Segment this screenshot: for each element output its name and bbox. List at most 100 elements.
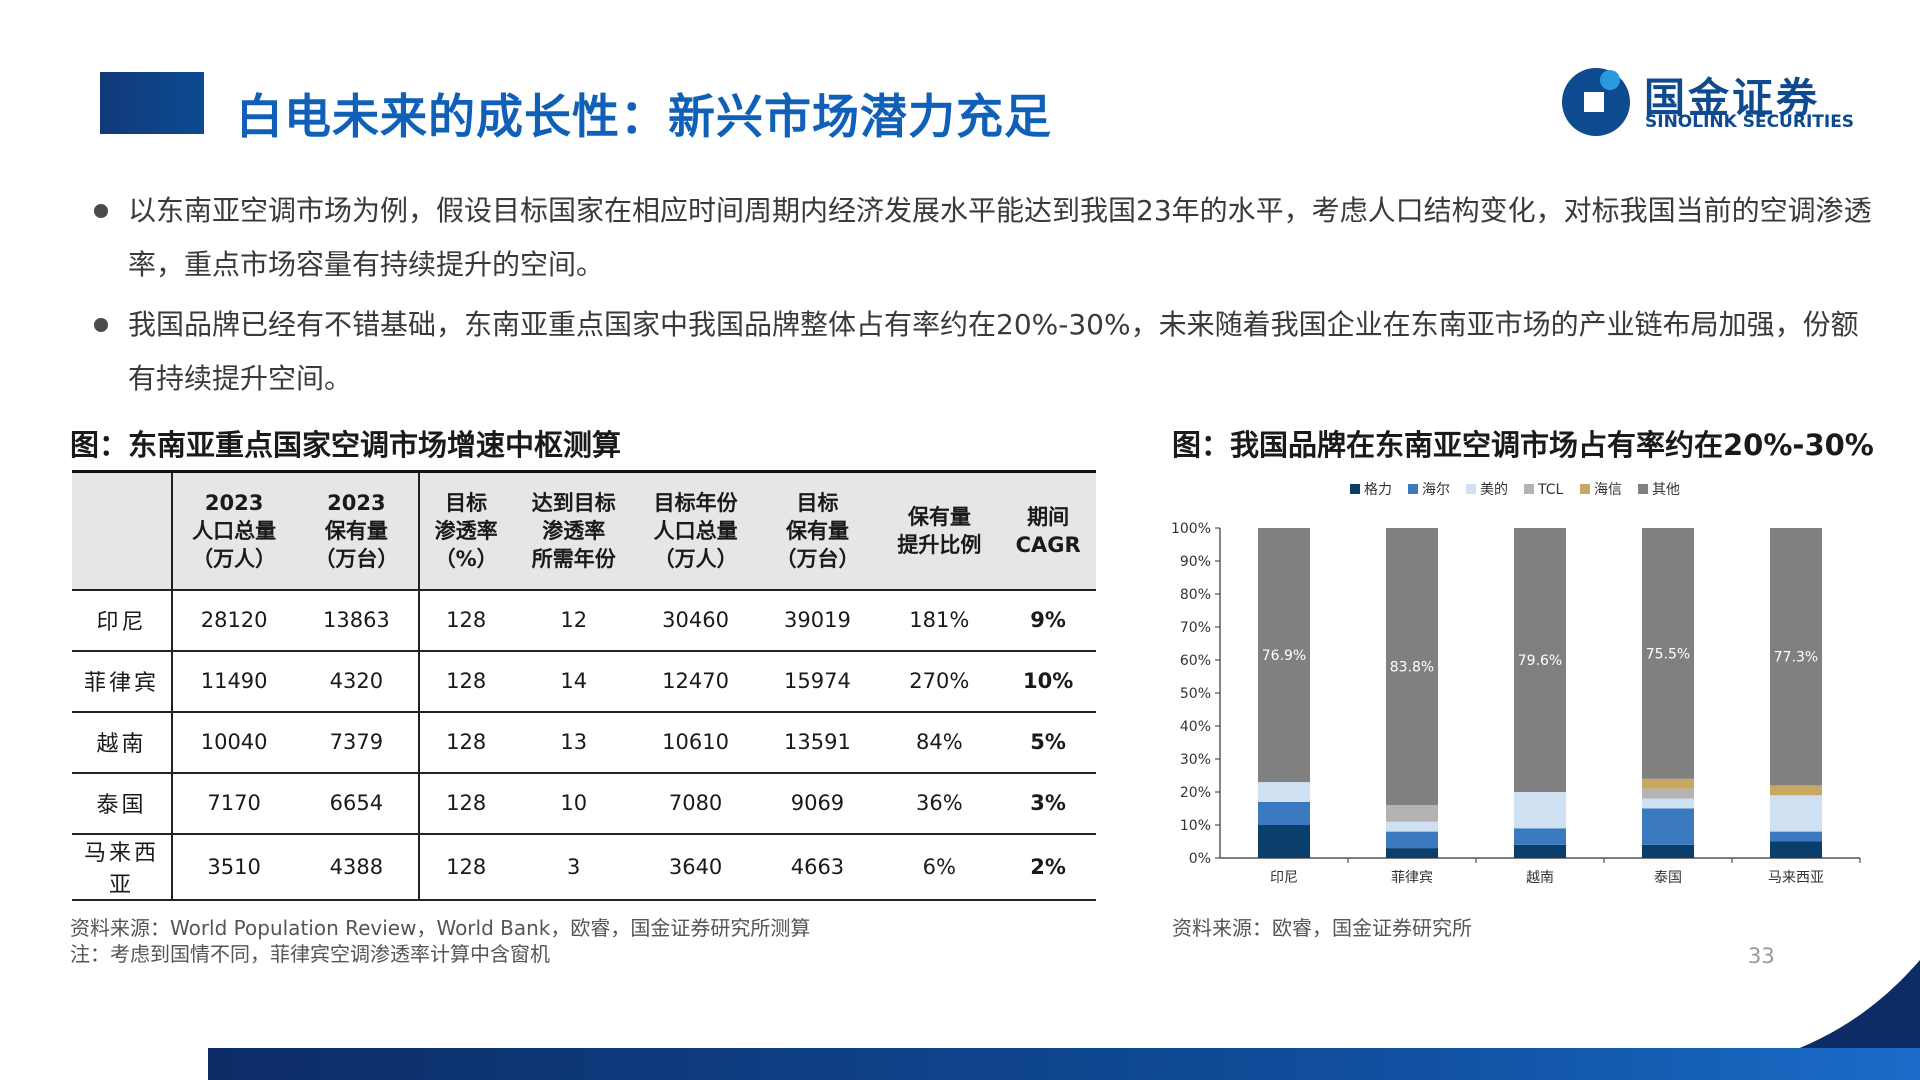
table-row: 印尼 28120 13863 128 12 30460 39019 181% 9% — [72, 589, 1096, 652]
table-header-line: 所需年份 — [531, 546, 616, 571]
table-header-line: （万台） — [775, 546, 860, 571]
table-header-line: （%） — [434, 546, 498, 571]
company-logo: 国金证券 SINOLINK SECURITIES — [1558, 62, 1878, 142]
x-tick-label: 泰国 — [1654, 870, 1682, 886]
table-cell: 12 — [512, 589, 635, 652]
bar-segment-TCL — [1642, 788, 1694, 799]
table-cell: 28120 — [172, 589, 296, 652]
bullet-item: 我国品牌已经有不错基础，东南亚重点国家中我国品牌整体占有率约在20%-30%，未… — [92, 298, 1882, 406]
table-header-line: 目标 — [445, 490, 488, 515]
table-header-line: 保有量 — [907, 504, 971, 529]
bullet-dot-icon — [94, 318, 108, 332]
bar-segment-海信 — [1642, 778, 1694, 789]
table-header-row: 2023 人口总量 （万人） 2023 保有量 （万台） 目标 渗透率 （%） 达到目标 渗透率 所需… — [72, 471, 1096, 590]
table-header-line: 目标年份 — [653, 490, 738, 515]
table-cell: 7379 — [295, 711, 420, 774]
table-cell: 10040 — [172, 711, 296, 774]
bullet-text: 我国品牌已经有不错基础，东南亚重点国家中我国品牌整体占有率约在20%-30%，未… — [128, 308, 1859, 395]
bar-segment-格力 — [1642, 844, 1694, 858]
table-cell: 128 — [418, 772, 513, 835]
table-cell: 3 — [512, 833, 635, 901]
table-cell: 6654 — [295, 772, 420, 835]
table-cell: 7170 — [172, 772, 296, 835]
bullet-list: 以东南亚空调市场为例，假设目标国家在相应时间周期内经济发展水平能达到我国23年的… — [92, 184, 1882, 412]
legend-label: TCL — [1537, 482, 1564, 498]
bar-segment-格力 — [1514, 844, 1566, 858]
bar-segment-其他 — [1514, 528, 1566, 792]
table-header-cell: 2023 人口总量 （万人） — [172, 471, 296, 590]
table-header-cell — [72, 471, 173, 590]
table-cell: 14 — [512, 650, 635, 713]
bar-data-label: 79.6% — [1518, 653, 1562, 669]
y-tick-label: 0% — [1189, 851, 1211, 867]
country-cell: 越南 — [72, 711, 173, 774]
bar-segment-海尔 — [1642, 808, 1694, 845]
chart-figure-title: 图：我国品牌在东南亚空调市场占有率约在20%-30% — [1172, 428, 1874, 462]
bar-segment-海尔 — [1258, 801, 1310, 825]
table-cell: 12470 — [634, 650, 757, 713]
legend-label: 格力 — [1364, 482, 1392, 498]
table-cell: 15974 — [756, 650, 879, 713]
table-cell: 5% — [1000, 711, 1096, 774]
table-header-line: 渗透率 — [434, 518, 498, 543]
page-number: 33 — [1748, 944, 1775, 968]
table-header-cell: 2023 保有量 （万台） — [295, 471, 420, 590]
brand-share-chart: 格力 海尔 美的 TCL 海信 其他 0% 10% 20% 30% 40% 50% 60% 70% 80% 9… — [1171, 482, 1861, 886]
table-cell: 4388 — [295, 833, 420, 901]
legend-label: 其他 — [1652, 482, 1680, 498]
bar-segment-海信 — [1770, 785, 1822, 796]
table-header-line: 提升比例 — [897, 532, 982, 557]
table-header-line: 2023 — [327, 490, 386, 515]
table-cell: 39019 — [756, 589, 879, 652]
table-header-line: 2023 — [204, 490, 264, 515]
table-cell: 10% — [1000, 650, 1096, 713]
y-tick-label: 10% — [1180, 818, 1211, 834]
bullet-dot-icon — [94, 204, 108, 218]
country-cell: 菲律宾 — [72, 650, 173, 713]
y-tick-label: 100% — [1171, 521, 1211, 537]
table-cell: 4663 — [756, 833, 879, 901]
y-tick-label: 40% — [1180, 719, 1211, 735]
table-cell: 13 — [512, 711, 635, 774]
table-header-line: （万人） — [653, 546, 738, 571]
y-tick-label: 60% — [1180, 653, 1211, 669]
legend-swatch — [1524, 484, 1534, 494]
market-growth-table: 2023 人口总量 （万人） 2023 保有量 （万台） 目标 渗透率 （%） 达到目标 渗透率 所需… — [72, 470, 1096, 901]
bar-segment-美的 — [1258, 782, 1310, 802]
table-cell: 30460 — [634, 589, 757, 652]
table-cell: 10 — [512, 772, 635, 835]
table-cell: 181% — [878, 589, 1001, 652]
table-cell: 6% — [878, 833, 1001, 901]
table-header-cell: 保有量 提升比例 — [878, 471, 1001, 590]
chart-source: 资料来源：欧睿，国金证券研究所 — [1172, 916, 1472, 940]
bar-segment-格力 — [1770, 841, 1822, 858]
bar-segment-海尔 — [1386, 831, 1438, 849]
table-cell: 128 — [418, 650, 513, 713]
table-cell: 128 — [418, 833, 513, 901]
table-row: 马来西亚 3510 4388 128 3 3640 4663 6% 2% — [72, 833, 1096, 901]
table-cell: 3510 — [172, 833, 296, 901]
table-source: 资料来源：World Population Review，World Bank，… — [70, 916, 811, 940]
bar-segment-海尔 — [1514, 828, 1566, 845]
bar-segment-美的 — [1514, 792, 1566, 829]
x-tick-label: 马来西亚 — [1768, 870, 1824, 886]
table-note: 注：考虑到国情不同，菲律宾空调渗透率计算中含窗机 — [70, 942, 550, 966]
bar-data-label: 76.9% — [1262, 648, 1306, 664]
country-cell: 马来西亚 — [72, 833, 173, 901]
table-header-cell: 期间 CAGR — [1000, 471, 1096, 590]
bar-segment-其他 — [1642, 528, 1694, 779]
table-cell: 9% — [1000, 589, 1096, 652]
x-tick-label: 印尼 — [1270, 870, 1298, 886]
bar-segment-格力 — [1386, 848, 1438, 858]
bar-segment-其他 — [1386, 528, 1438, 806]
table-row: 越南 10040 7379 128 13 10610 13591 84% 5% — [72, 711, 1096, 774]
bar-segment-格力 — [1258, 825, 1310, 858]
page-title: 白电未来的成长性：新兴市场潜力充足 — [236, 90, 1052, 145]
legend-label: 海信 — [1594, 482, 1622, 498]
legend-swatch — [1638, 484, 1648, 494]
footer-bar — [208, 1048, 1920, 1080]
title-accent-block — [100, 72, 204, 134]
table-cell: 13863 — [295, 589, 420, 652]
table-cell: 11490 — [172, 650, 296, 713]
table-header-cell: 达到目标 渗透率 所需年份 — [512, 471, 635, 590]
